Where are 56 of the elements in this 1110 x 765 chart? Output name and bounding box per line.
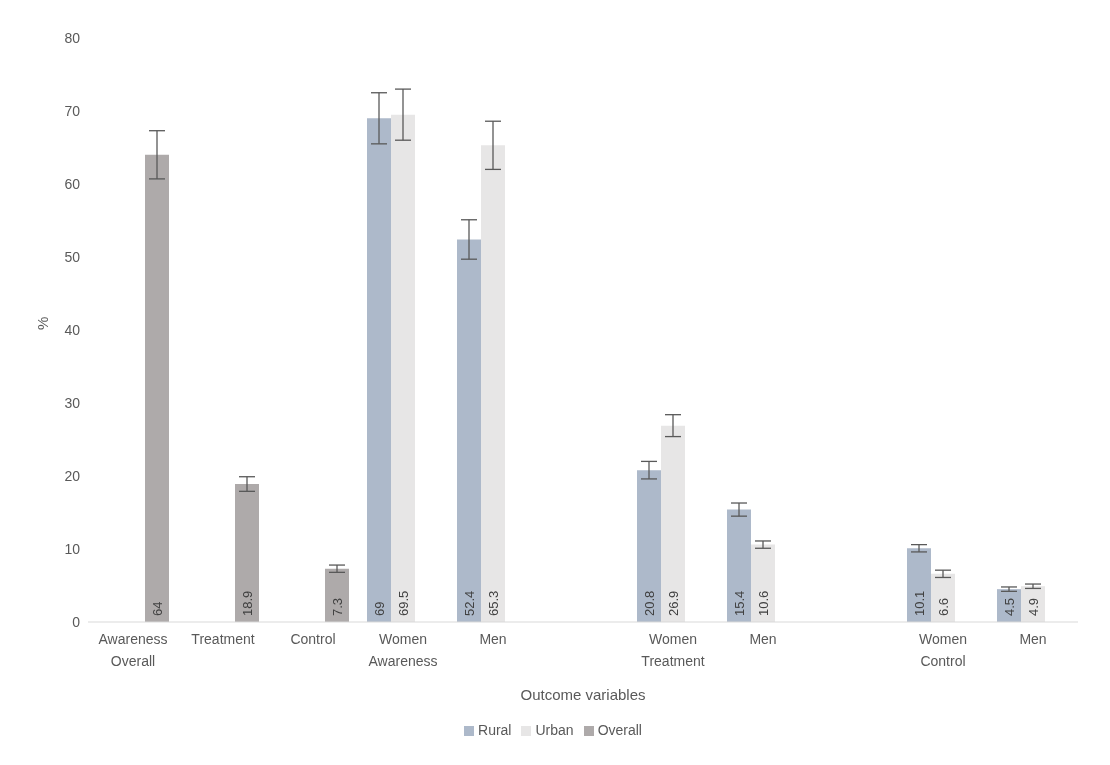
bar: [391, 114, 415, 622]
bar: [907, 548, 931, 622]
text: Treatment: [641, 653, 705, 669]
bar: [931, 573, 955, 622]
bar: [751, 544, 775, 622]
y-tick-label: 70: [64, 102, 81, 119]
x-tick-label: Women: [649, 631, 697, 647]
data-label: 65.3: [485, 590, 501, 616]
text: Overall: [110, 653, 156, 669]
data-label: 7.3: [329, 597, 345, 616]
data-label: 4.5: [1001, 597, 1017, 616]
y-tick-label: 40: [64, 321, 81, 338]
bar: [145, 154, 169, 622]
data-label: 20.8: [641, 590, 657, 616]
x-axis-title: Outcome variables: [520, 686, 646, 703]
bar: [457, 239, 481, 622]
data-label: 15.4: [731, 590, 747, 616]
y-tick-label: 30: [64, 394, 81, 411]
x-tick-label: Women: [919, 631, 967, 647]
x-tick-label: Men: [749, 631, 777, 647]
y-tick-label: 20: [64, 467, 81, 484]
y-axis-title: %: [34, 316, 52, 330]
x-tick-label: Men: [479, 631, 507, 647]
data-label: 64: [149, 601, 165, 616]
x-tick-label: Control: [290, 631, 336, 647]
bar: [235, 484, 259, 622]
y-tick-label: 50: [64, 248, 81, 265]
text: Awareness: [368, 653, 438, 669]
data-label: 69: [371, 601, 387, 616]
data-label: 52.4: [461, 590, 477, 616]
bar: [325, 568, 349, 622]
y-tick-label: 60: [64, 175, 81, 192]
x-tick-label: Men: [1019, 631, 1047, 647]
data-label: 6.6: [935, 597, 951, 616]
data-label: 18.9: [239, 590, 255, 616]
bar: [1021, 586, 1045, 622]
bar: [367, 118, 391, 622]
x-tick-label: Women: [379, 631, 427, 647]
text: Control: [920, 653, 966, 669]
x-tick-label: Awareness: [98, 631, 168, 647]
y-tick-label: 80: [64, 29, 81, 46]
bar: [637, 470, 661, 622]
bar: [661, 425, 685, 622]
data-label: 4.9: [1025, 597, 1041, 616]
legend-label: Overall: [597, 722, 642, 738]
y-tick-label: 0: [72, 613, 81, 630]
data-label: 69.5: [395, 590, 411, 616]
bar: [481, 145, 505, 622]
data-label: 26.9: [665, 590, 681, 616]
bar: [727, 509, 751, 622]
x-tick-label: Treatment: [191, 631, 255, 647]
data-label: 10.6: [755, 590, 771, 616]
legend-label: Urban: [535, 722, 574, 738]
data-label: 10.1: [911, 590, 927, 616]
y-tick-label: 10: [64, 540, 81, 557]
legend-label: Rural: [478, 722, 512, 738]
